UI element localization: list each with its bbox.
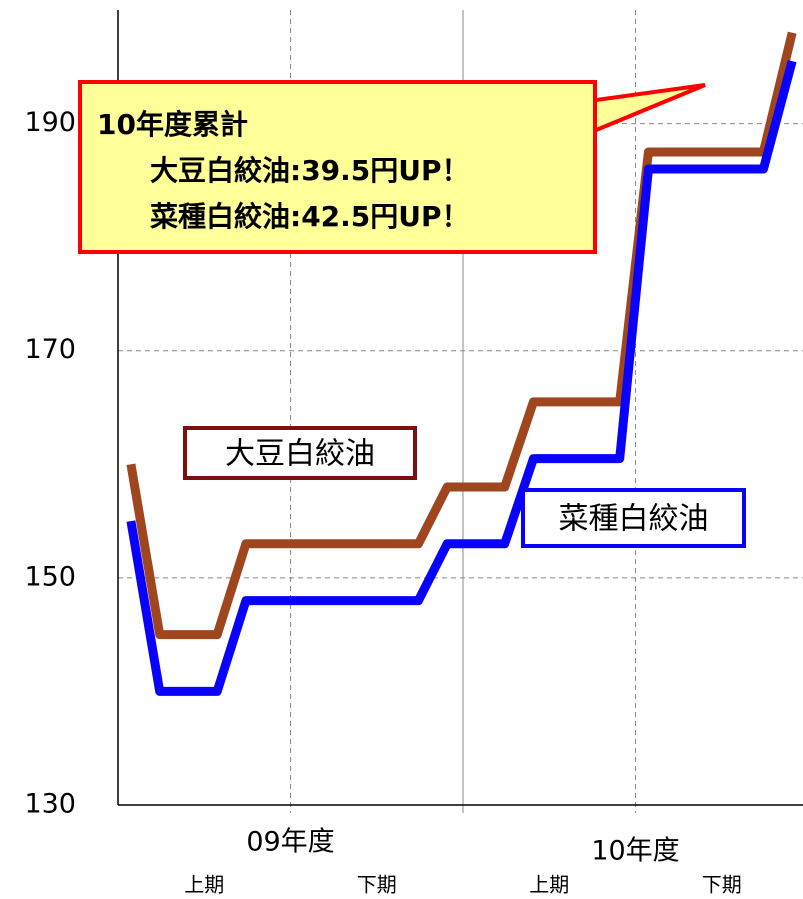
legend-label: 大豆白絞油 (225, 437, 375, 472)
series-line (126, 31, 797, 640)
y-tick-label: 170 (24, 334, 76, 365)
callout-text: 10年度累計 (97, 108, 248, 141)
year-label: 10年度 (591, 836, 679, 867)
callout-joint (555, 107, 565, 143)
half-label: 上期 (529, 873, 569, 897)
year-label: 09年度 (246, 827, 334, 858)
legend-label: 菜種白絞油 (559, 502, 709, 537)
y-tick-label: 130 (24, 789, 76, 820)
half-label: 上期 (184, 873, 224, 897)
half-label: 下期 (702, 873, 742, 897)
y-tick-label: 150 (24, 561, 76, 592)
callout-text: 大豆白絞油:39.5円UP！ (150, 154, 470, 187)
half-label: 下期 (357, 873, 397, 897)
y-tick-label: 190 (24, 107, 76, 138)
callout-text: 菜種白絞油:42.5円UP！ (150, 200, 470, 233)
legend-box (521, 488, 746, 548)
callout-box (78, 80, 597, 254)
series-line (126, 59, 797, 696)
legend-box (183, 426, 417, 480)
